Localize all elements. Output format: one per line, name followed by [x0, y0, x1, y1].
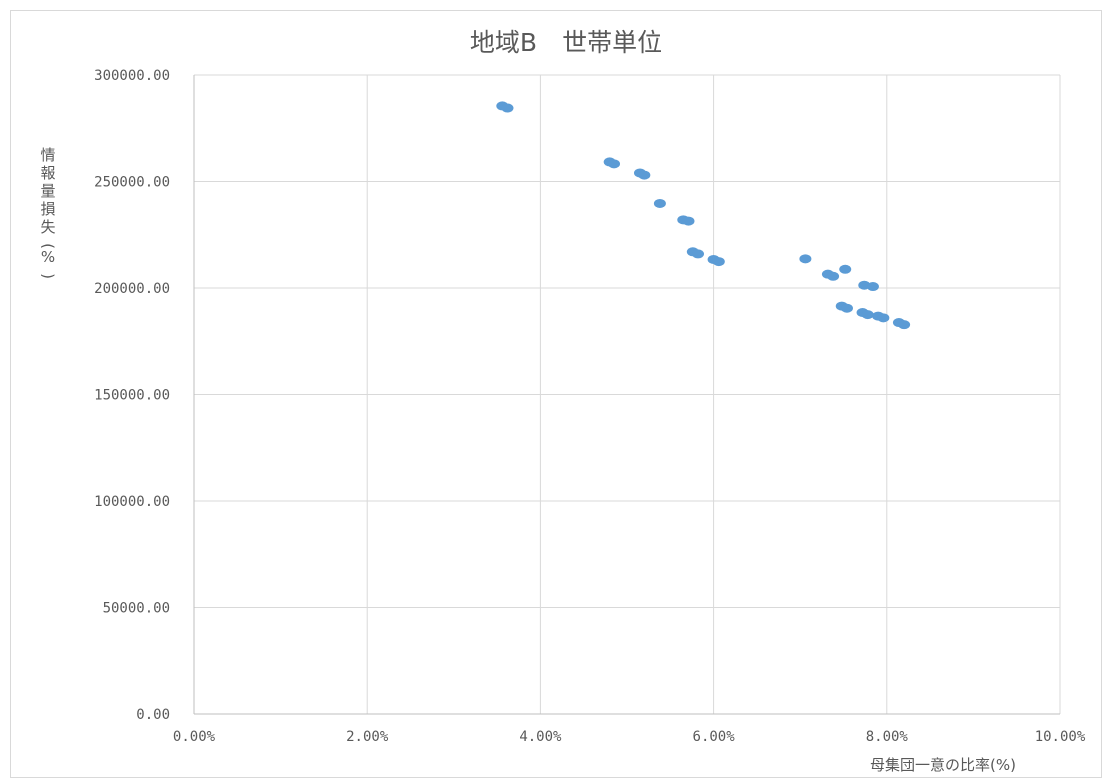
x-axis-title: 母集団一意の比率(%) [870, 756, 1016, 774]
svg-text:量: 量 [40, 182, 55, 200]
axes [193, 75, 1060, 715]
x-tick-label: 10.00% [1035, 729, 1086, 745]
data-point [839, 264, 852, 274]
svg-text:(: ( [39, 243, 57, 249]
y-tick-label: 100000.00 [94, 494, 170, 510]
svg-text:): ) [39, 273, 57, 279]
y-tick-label: 0.00 [136, 707, 170, 723]
x-tick-label: 0.00% [173, 729, 216, 745]
data-point [898, 320, 911, 330]
y-tick-label: 200000.00 [94, 281, 170, 297]
tick-labels: 0.00% 2.00% 4.00% 6.00% 8.00% 10.00% 0.00 50000… [94, 68, 1086, 745]
data-point [877, 313, 890, 323]
x-tick-label: 8.00% [866, 729, 909, 745]
data-point [638, 170, 651, 180]
x-tick-label: 2.00% [346, 729, 389, 745]
data-point [712, 257, 725, 267]
data-point [501, 103, 514, 113]
data-point [653, 198, 666, 208]
gridlines [194, 74, 1061, 714]
y-tick-label: 250000.00 [94, 175, 170, 191]
data-point [799, 254, 812, 264]
x-tick-label: 6.00% [693, 729, 736, 745]
data-point [840, 303, 853, 313]
y-tick-label: 150000.00 [94, 388, 170, 404]
data-point [866, 282, 879, 292]
y-tick-label: 300000.00 [94, 68, 170, 84]
chart-area [10, 10, 1102, 778]
x-tick-label: 4.00% [519, 729, 562, 745]
svg-text:情: 情 [40, 146, 55, 164]
svg-text:損: 損 [40, 200, 55, 218]
svg-text:報: 報 [40, 164, 55, 182]
data-point [827, 271, 840, 281]
data-point [608, 159, 621, 169]
svg-text:失: 失 [40, 218, 55, 236]
y-tick-label: 50000.00 [103, 601, 170, 617]
chart-title: 地域B 世帯単位 [470, 28, 662, 57]
data-point [682, 216, 695, 226]
data-points [496, 101, 911, 330]
data-point [861, 310, 874, 320]
data-point [692, 249, 705, 259]
svg-text:%: % [41, 248, 55, 266]
